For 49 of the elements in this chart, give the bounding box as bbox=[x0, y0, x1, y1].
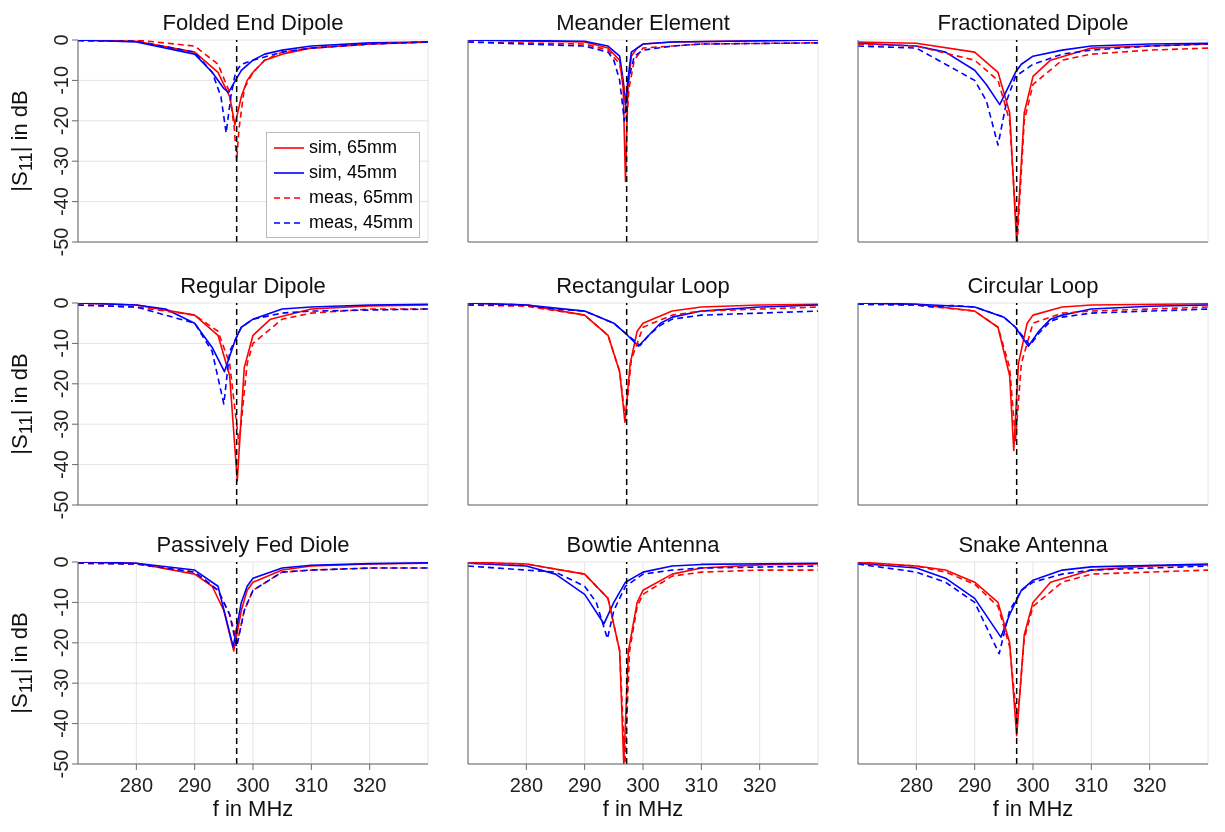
y-tick-label: -30 bbox=[50, 409, 72, 439]
chart-title: Regular Dipole bbox=[179, 273, 327, 299]
chart-title: Folded End Dipole bbox=[161, 10, 345, 36]
x-axis-title: f in MHz bbox=[211, 796, 295, 822]
chart-title: Bowtie Antenna bbox=[565, 532, 721, 558]
y-tick-label: -10 bbox=[50, 65, 72, 95]
x-tick-label: 320 bbox=[352, 774, 387, 796]
x-tick-label: 290 bbox=[177, 774, 212, 796]
chart-title: Fractionated Dipole bbox=[936, 10, 1130, 36]
y-tick-label: -20 bbox=[50, 628, 72, 658]
y-tick-label: -10 bbox=[50, 587, 72, 617]
x-tick-label: 320 bbox=[742, 774, 777, 796]
x-axis-title: f in MHz bbox=[601, 796, 685, 822]
y-tick-label: -50 bbox=[50, 749, 72, 779]
y-tick-label: -40 bbox=[50, 187, 72, 217]
y-tick-label: -50 bbox=[50, 490, 72, 520]
chart-title: Meander Element bbox=[555, 10, 731, 36]
x-tick-label: 310 bbox=[294, 774, 329, 796]
chart-title: Rectangular Loop bbox=[555, 273, 731, 299]
x-axis-title: f in MHz bbox=[991, 796, 1075, 822]
y-tick-label: -20 bbox=[50, 369, 72, 399]
y-tick-label: -20 bbox=[50, 106, 72, 136]
y-tick-label: -50 bbox=[50, 227, 72, 257]
legend-label: meas, 45mm bbox=[308, 212, 413, 233]
x-tick-label: 310 bbox=[1074, 774, 1109, 796]
x-tick-label: 300 bbox=[626, 774, 660, 796]
x-tick-label: 310 bbox=[684, 774, 719, 796]
x-tick-label: 320 bbox=[1132, 774, 1167, 796]
y-tick-label: -10 bbox=[50, 328, 72, 358]
x-tick-label: 300 bbox=[236, 774, 270, 796]
y-tick-label: -40 bbox=[50, 450, 72, 480]
chart-title: Passively Fed Diole bbox=[155, 532, 351, 558]
x-tick-label: 290 bbox=[567, 774, 602, 796]
x-tick-label: 280 bbox=[119, 774, 154, 796]
y-tick-label: -40 bbox=[50, 709, 72, 739]
y-tick-label: 0 bbox=[50, 34, 72, 46]
x-tick-label: 280 bbox=[509, 774, 544, 796]
chart-title: Circular Loop bbox=[966, 273, 1100, 299]
x-tick-label: 290 bbox=[957, 774, 992, 796]
y-tick-label: 0 bbox=[50, 556, 72, 568]
y-tick-label: -30 bbox=[50, 146, 72, 176]
chart-title: Snake Antenna bbox=[957, 532, 1109, 558]
legend-label: sim, 65mm bbox=[308, 137, 397, 158]
y-tick-label: -30 bbox=[50, 668, 72, 698]
legend-label: sim, 45mm bbox=[308, 162, 397, 183]
x-tick-label: 280 bbox=[899, 774, 934, 796]
x-tick-label: 300 bbox=[1016, 774, 1050, 796]
legend-label: meas, 65mm bbox=[308, 187, 413, 208]
y-tick-label: 0 bbox=[50, 297, 72, 309]
